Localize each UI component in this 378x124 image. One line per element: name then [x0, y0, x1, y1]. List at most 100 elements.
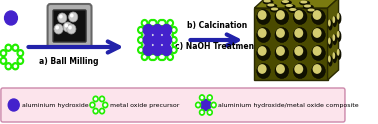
Circle shape	[153, 56, 155, 58]
Ellipse shape	[337, 31, 339, 38]
Circle shape	[160, 22, 162, 24]
Ellipse shape	[263, 0, 271, 2]
Circle shape	[138, 27, 144, 33]
Ellipse shape	[337, 49, 341, 60]
Circle shape	[207, 95, 212, 100]
Circle shape	[151, 46, 153, 48]
Circle shape	[141, 40, 148, 47]
Circle shape	[65, 24, 68, 28]
Circle shape	[201, 99, 211, 110]
Circle shape	[156, 27, 163, 33]
Circle shape	[5, 11, 17, 25]
Circle shape	[149, 53, 155, 60]
Ellipse shape	[304, 4, 311, 7]
Polygon shape	[254, 8, 328, 80]
Circle shape	[160, 33, 166, 40]
Circle shape	[201, 111, 203, 113]
Circle shape	[149, 43, 155, 50]
Ellipse shape	[285, 4, 296, 9]
Circle shape	[153, 22, 155, 24]
Circle shape	[155, 39, 156, 41]
Circle shape	[313, 10, 322, 20]
Circle shape	[7, 65, 9, 67]
Ellipse shape	[285, 4, 293, 7]
Circle shape	[143, 34, 153, 46]
Circle shape	[294, 64, 303, 74]
Circle shape	[257, 28, 270, 43]
Ellipse shape	[263, 0, 274, 4]
Circle shape	[69, 12, 78, 22]
Circle shape	[141, 53, 148, 60]
Ellipse shape	[332, 52, 337, 63]
Circle shape	[2, 60, 5, 62]
Ellipse shape	[337, 31, 341, 42]
Circle shape	[95, 110, 96, 112]
Circle shape	[160, 43, 166, 50]
Ellipse shape	[267, 3, 274, 6]
Ellipse shape	[270, 7, 281, 13]
Circle shape	[170, 27, 177, 33]
Circle shape	[104, 104, 106, 106]
Circle shape	[275, 46, 289, 61]
Circle shape	[90, 102, 95, 108]
Circle shape	[167, 30, 174, 37]
FancyBboxPatch shape	[53, 10, 86, 42]
Ellipse shape	[328, 56, 333, 66]
Circle shape	[164, 49, 166, 51]
Circle shape	[0, 57, 7, 64]
Circle shape	[149, 29, 151, 31]
Circle shape	[101, 110, 103, 112]
Text: aluminium hydroxide: aluminium hydroxide	[22, 103, 88, 108]
Circle shape	[147, 36, 153, 44]
Circle shape	[211, 102, 216, 108]
Circle shape	[293, 10, 307, 25]
Polygon shape	[254, 0, 339, 8]
Circle shape	[209, 111, 211, 113]
Circle shape	[158, 39, 160, 41]
Circle shape	[169, 46, 171, 48]
Circle shape	[151, 32, 153, 34]
Ellipse shape	[332, 34, 337, 45]
Circle shape	[140, 49, 142, 51]
Circle shape	[149, 30, 155, 37]
Circle shape	[155, 49, 156, 51]
Ellipse shape	[281, 0, 292, 5]
Circle shape	[152, 36, 159, 44]
Circle shape	[152, 46, 159, 53]
Circle shape	[140, 29, 142, 31]
Circle shape	[150, 30, 157, 37]
Circle shape	[143, 25, 153, 35]
Circle shape	[153, 46, 155, 48]
Circle shape	[164, 29, 166, 31]
Circle shape	[313, 28, 322, 38]
Ellipse shape	[332, 34, 335, 41]
Ellipse shape	[271, 7, 278, 11]
Ellipse shape	[289, 8, 296, 11]
Circle shape	[14, 46, 17, 49]
Circle shape	[162, 46, 164, 48]
Circle shape	[12, 44, 19, 51]
Circle shape	[173, 29, 175, 31]
Circle shape	[311, 63, 325, 78]
Circle shape	[167, 53, 174, 60]
Circle shape	[19, 52, 22, 54]
Circle shape	[158, 43, 164, 50]
Circle shape	[161, 45, 172, 56]
Circle shape	[149, 49, 151, 51]
Circle shape	[160, 20, 166, 27]
Circle shape	[258, 64, 266, 74]
Circle shape	[17, 57, 23, 64]
Circle shape	[153, 42, 155, 44]
Circle shape	[0, 50, 7, 57]
Circle shape	[150, 53, 157, 60]
Circle shape	[70, 14, 74, 17]
Circle shape	[161, 46, 168, 53]
Circle shape	[258, 46, 266, 56]
Circle shape	[162, 36, 164, 38]
Circle shape	[99, 96, 105, 102]
Circle shape	[93, 96, 98, 102]
Circle shape	[141, 20, 148, 27]
Circle shape	[195, 102, 201, 108]
Circle shape	[138, 46, 144, 53]
Circle shape	[294, 28, 303, 38]
